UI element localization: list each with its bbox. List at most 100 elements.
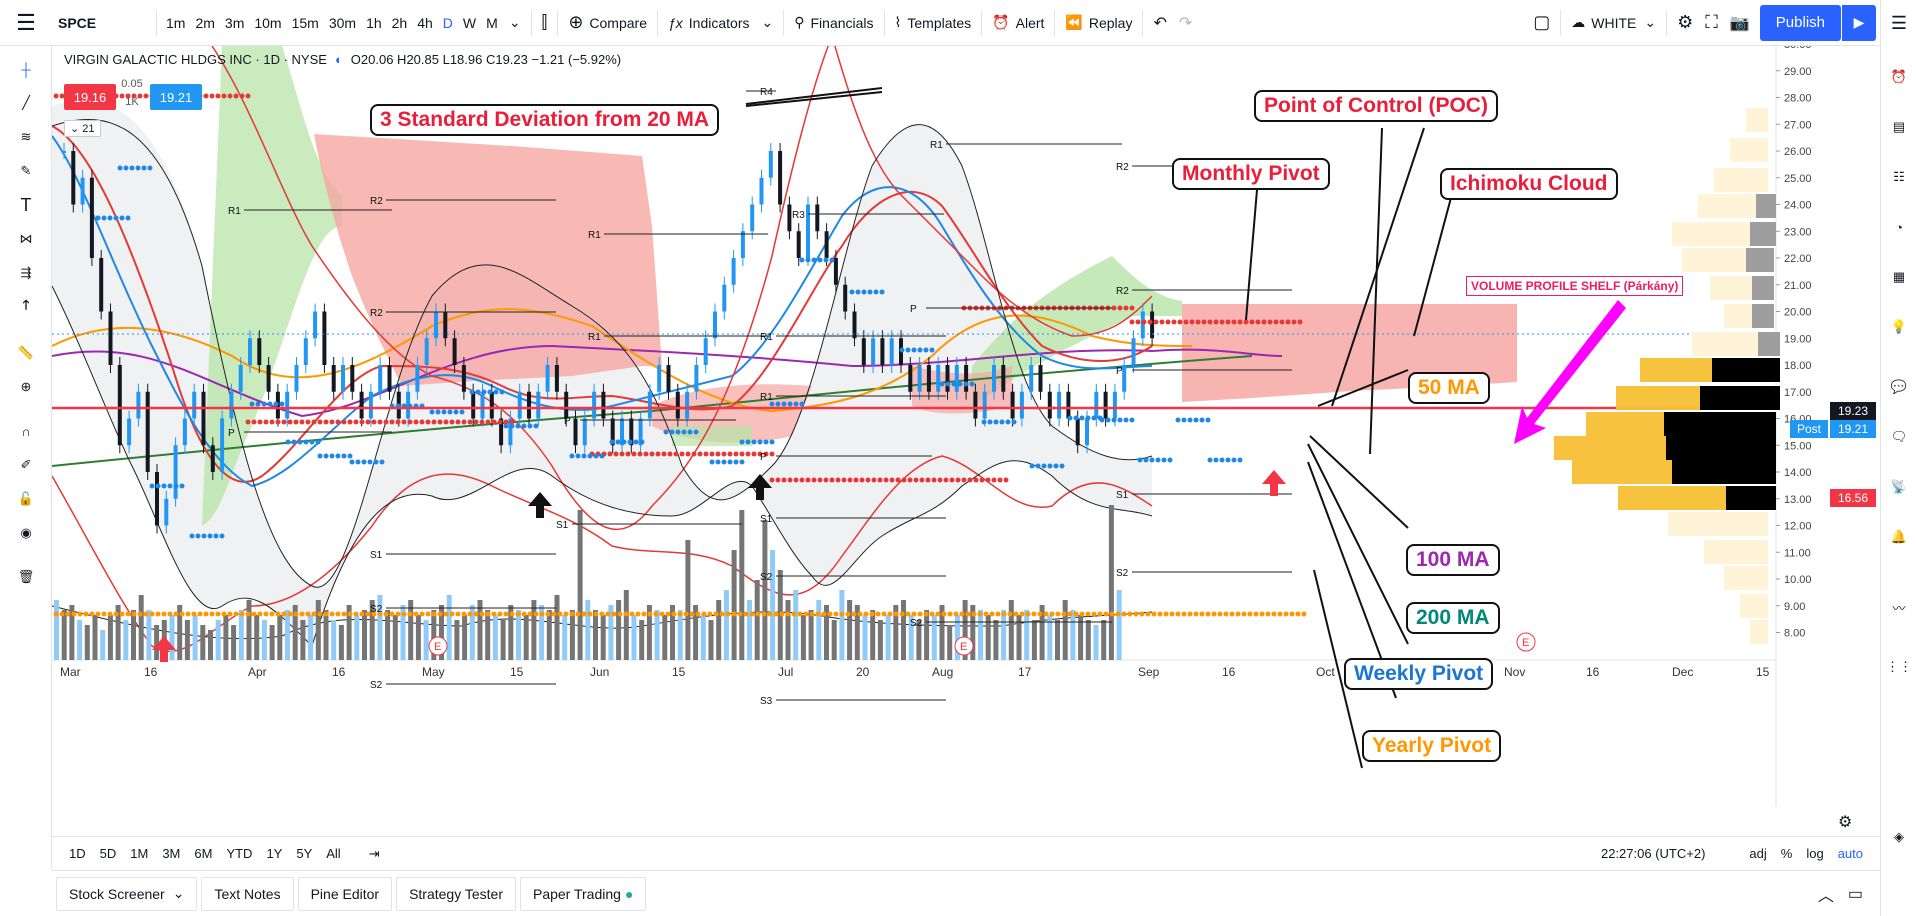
monthly-pivot-dots <box>59 93 65 99</box>
monthly-pivot-dots <box>383 419 389 425</box>
alert-label: Alert <box>1015 14 1045 31</box>
interval-3m[interactable]: 3m <box>224 14 245 31</box>
calendar-icon[interactable]: ◔ <box>1895 219 1903 235</box>
interval-4h[interactable]: 4h <box>417 14 433 31</box>
fullscreen-icon[interactable]: ⛶ <box>1705 12 1718 32</box>
templates-button[interactable]: ⌇ Templates <box>889 8 978 38</box>
alerts-clock-icon[interactable]: ⏰ <box>1890 69 1908 84</box>
fib-icon[interactable]: ≋ <box>20 129 32 144</box>
interval-1h[interactable]: 1h <box>366 14 382 31</box>
chat-icon[interactable]: 💬 <box>1890 379 1908 394</box>
chart-type-icon[interactable]: ⫿ <box>541 12 548 32</box>
tab-strategy-tester[interactable]: Strategy Tester <box>396 876 516 911</box>
symbol-name[interactable]: VIRGIN GALACTIC HLDGS INC · 1D · NYSE <box>64 52 327 67</box>
undo-icon[interactable]: ↶ <box>1153 14 1167 32</box>
maximize-panel-icon[interactable]: ▭ <box>1847 885 1863 903</box>
prediction-icon[interactable]: ⇶ <box>20 265 32 280</box>
interval-1m[interactable]: 1m <box>166 14 186 31</box>
range-1d[interactable]: 1D <box>69 846 86 861</box>
hotlist-icon[interactable]: ☷ <box>1893 169 1905 184</box>
candle-body <box>434 311 438 339</box>
data-window-icon[interactable]: ▤ <box>1892 119 1906 134</box>
time-tick-label: 15 <box>510 665 524 679</box>
lock-icon[interactable]: 🔓 <box>17 491 35 506</box>
redo-icon[interactable]: ↷ <box>1178 14 1193 32</box>
camera-icon[interactable]: 📷 <box>1729 14 1750 32</box>
chart-area[interactable]: 30.00 29.00 28.00 27.00 26.00 25.00 24.00 23.00… <box>52 46 1828 806</box>
layers-icon[interactable]: ◈ <box>1894 829 1904 844</box>
brush-icon[interactable]: ✎ <box>20 163 32 178</box>
ruler-icon[interactable]: 📏 <box>17 345 35 360</box>
dom-icon[interactable]: ⋮⋮ <box>1886 659 1912 674</box>
sell-button[interactable]: 19.16 <box>64 84 116 110</box>
log-toggle[interactable]: log <box>1806 846 1824 861</box>
compare-button[interactable]: ⊕ Compare <box>562 8 653 38</box>
range-6m[interactable]: 6M <box>194 846 213 861</box>
broadcast-icon[interactable]: 📡 <box>1890 479 1908 494</box>
chart-canvas[interactable]: 30.00 29.00 28.00 27.00 26.00 25.00 24.00 23.00… <box>52 46 1828 806</box>
financials-button[interactable]: ⚲ Financials <box>788 8 879 38</box>
collapse-panel-icon[interactable]: ︿ <box>1817 887 1834 905</box>
layout-icon[interactable]: ▢ <box>1533 12 1551 32</box>
range-all[interactable]: All <box>326 846 341 861</box>
alert-button[interactable]: ⏰ Alert <box>986 8 1050 38</box>
chart-settings-gear-icon[interactable]: ⚙ <box>1838 814 1853 831</box>
text-tool-icon[interactable]: T <box>20 194 32 215</box>
tab-text-notes[interactable]: Text Notes <box>201 876 294 911</box>
theme-button[interactable]: ☁ WHITE ⌄ <box>1565 8 1662 38</box>
range-ytd[interactable]: YTD <box>226 846 253 861</box>
interval-2m[interactable]: 2m <box>195 14 215 31</box>
pattern-icon[interactable]: ⋈ <box>19 231 33 246</box>
interval-D[interactable]: D <box>442 14 453 31</box>
yearly-pivot-dots <box>935 611 941 617</box>
settings-gear-icon[interactable]: ⚙ <box>1677 12 1694 32</box>
indicators-button[interactable]: ƒx Indicators <box>662 8 756 38</box>
indicators-toggle[interactable]: ⌄ 21 <box>64 120 101 137</box>
trash-icon[interactable]: 🗑 <box>17 569 35 584</box>
replay-button[interactable]: ⏪ Replay <box>1059 8 1138 38</box>
buy-button[interactable]: 19.21 <box>150 84 202 110</box>
volume-profile-bar <box>1750 620 1768 644</box>
weekly-pivot-dots <box>575 453 581 459</box>
goto-date-icon[interactable]: ⇥ <box>368 845 380 861</box>
range-1y[interactable]: 1Y <box>266 846 283 861</box>
chat-rooms-icon[interactable]: 🗨 <box>1890 429 1908 444</box>
arrow-up-icon[interactable]: 🡑 <box>22 297 30 312</box>
magnet-icon[interactable]: ∩ <box>21 423 31 439</box>
news-icon[interactable]: ▦ <box>1892 269 1906 284</box>
watchlist-icon[interactable]: ☰ <box>1890 12 1908 33</box>
notifications-bell-icon[interactable]: 🔔 <box>1890 529 1908 544</box>
interval-15m[interactable]: 15m <box>291 14 319 31</box>
tab-stock-screener[interactable]: Stock Screener ⌄ <box>56 876 198 911</box>
range-5y[interactable]: 5Y <box>296 846 313 861</box>
interval-W[interactable]: W <box>462 14 477 31</box>
interval-dropdown-icon[interactable]: ⌄ <box>508 14 521 30</box>
trend-line-icon[interactable]: ╱ <box>22 95 30 110</box>
range-3m[interactable]: 3M <box>162 846 181 861</box>
quantity-value[interactable]: 1K <box>125 96 139 108</box>
interval-30m[interactable]: 30m <box>328 14 357 31</box>
publish-button[interactable]: Publish <box>1759 4 1841 41</box>
menu-icon[interactable]: ☰ <box>16 9 36 35</box>
range-1m[interactable]: 1M <box>130 846 149 861</box>
symbol-search[interactable]: SPCE <box>58 14 97 31</box>
adj-toggle[interactable]: adj <box>1749 846 1767 861</box>
indicators-dropdown-icon[interactable]: ⌄ <box>761 14 774 30</box>
ideas-icon[interactable]: 💡 <box>1890 319 1908 334</box>
monthly-pivot-dots <box>1123 305 1129 311</box>
range-5d[interactable]: 5D <box>99 846 117 861</box>
play-icon[interactable]: ▶ <box>1842 4 1876 41</box>
clock-time[interactable]: 22:27:06 (UTC+2) <box>1600 846 1706 861</box>
interval-M[interactable]: M <box>486 14 498 31</box>
zoom-in-icon[interactable]: ⊕ <box>20 379 32 394</box>
tab-pine-editor[interactable]: Pine Editor <box>297 876 393 911</box>
interval-2h[interactable]: 2h <box>391 14 408 31</box>
crosshair-icon[interactable]: ┼ <box>21 61 31 77</box>
tab-paper-trading[interactable]: Paper Trading ● <box>519 876 647 911</box>
lock-drawing-icon[interactable]: ✐ <box>20 457 32 472</box>
eye-icon[interactable]: ◉ <box>20 525 32 540</box>
interval-10m[interactable]: 10m <box>254 14 282 31</box>
percent-toggle[interactable]: % <box>1780 846 1793 861</box>
auto-toggle[interactable]: auto <box>1837 846 1863 861</box>
market-icon[interactable]: 〰 <box>1892 600 1906 616</box>
